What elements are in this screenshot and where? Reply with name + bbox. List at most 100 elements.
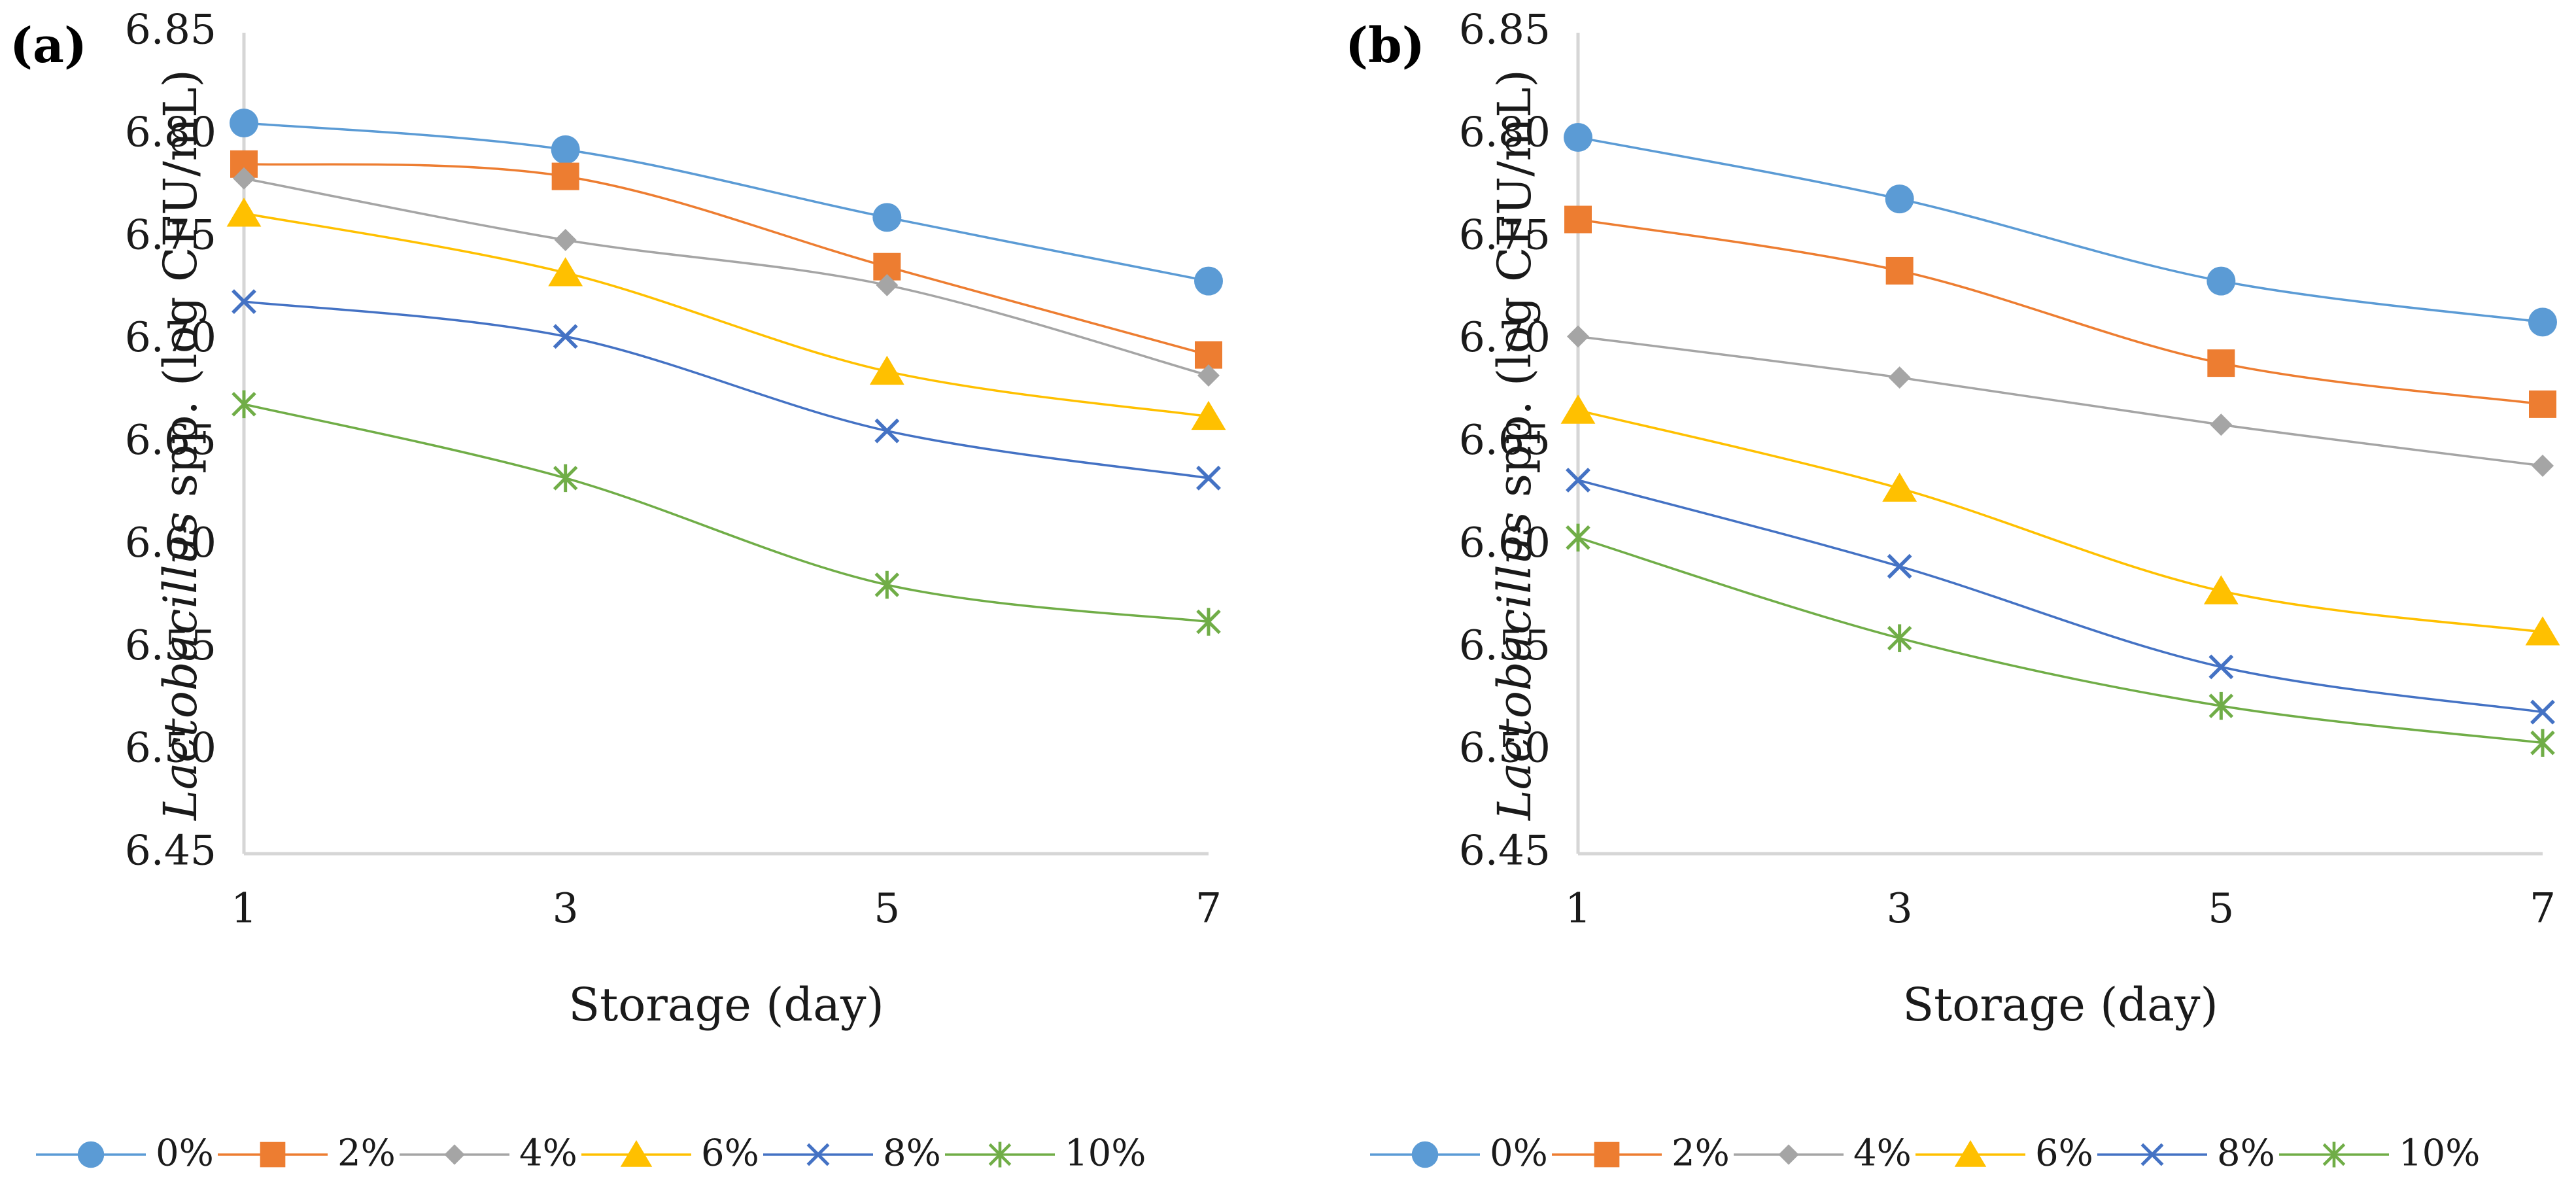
- series-8pct: [232, 289, 1221, 491]
- legend-label: 6%: [701, 1132, 759, 1175]
- chart-panel-1: 6.45 6.50 6.55 6.60 6.65 6.70 6.75 6.80 6.85 1 3 5 7…: [10, 6, 1226, 1175]
- data-point: [1882, 472, 1917, 502]
- series-line: [243, 300, 1209, 480]
- legend-marker: [2322, 1142, 2346, 1168]
- data-point: [1887, 553, 1912, 579]
- data-point: [2207, 349, 2235, 377]
- x-tick-label: 7: [2530, 884, 2556, 932]
- data-point: [233, 167, 255, 190]
- y-tick-label: 6.55: [1459, 621, 1551, 669]
- data-point: [1196, 608, 1221, 636]
- legend-marker: [77, 1141, 105, 1168]
- y-axis-title-unit: spp. (log CFU/mL): [1488, 69, 1541, 512]
- legend-item: 6%: [1915, 1132, 2093, 1175]
- x-tick-label: 3: [1887, 884, 1913, 932]
- data-point: [1566, 523, 1590, 552]
- data-point: [1191, 400, 1226, 430]
- x-tick-label: 5: [2208, 884, 2234, 932]
- legend-label: 8%: [2217, 1132, 2275, 1175]
- y-axis-title-unit: spp. (log CFU/mL): [154, 69, 207, 512]
- y-tick-label: 6.85: [125, 6, 216, 54]
- data-point: [1196, 465, 1221, 491]
- y-tick-label: 6.60: [125, 519, 216, 567]
- legend-item: 8%: [763, 1132, 941, 1175]
- series-4pct: [233, 167, 1220, 387]
- legend-marker: [1411, 1141, 1439, 1168]
- data-point: [553, 464, 578, 493]
- data-point: [232, 390, 256, 419]
- series-8pct: [1566, 468, 2555, 725]
- x-tick-label: 5: [874, 884, 900, 932]
- x-tick-label: 7: [1195, 884, 1222, 932]
- y-axis-title-genus: Lactobacillus: [154, 512, 207, 822]
- data-point: [1564, 123, 1592, 152]
- data-point: [2528, 307, 2557, 337]
- series-line: [1577, 218, 2543, 406]
- series-line: [243, 403, 1209, 623]
- legend-item: 2%: [218, 1132, 396, 1175]
- data-point: [1564, 205, 1592, 234]
- series-0pct: [230, 109, 1223, 296]
- data-point: [551, 162, 579, 190]
- series-line: [243, 212, 1209, 418]
- legend: 0% 2% 4% 6% 8% 10%: [1370, 1132, 2480, 1175]
- legend-label: 2%: [1672, 1132, 1730, 1175]
- legend-item: 4%: [1734, 1132, 1912, 1175]
- data-point: [1560, 394, 1596, 424]
- legend-item: 10%: [2279, 1132, 2480, 1175]
- data-point: [2530, 729, 2555, 757]
- y-tick-label: 6.75: [125, 211, 216, 258]
- data-point: [554, 228, 577, 251]
- y-tick-label: 6.75: [1459, 211, 1551, 258]
- legend-item: 2%: [1552, 1132, 1730, 1175]
- y-tick-label: 6.45: [1459, 827, 1551, 875]
- y-axis-title: Lactobacillus spp. (log CFU/mL): [1488, 69, 1541, 822]
- legend-label: 10%: [1065, 1132, 1146, 1175]
- data-point: [2203, 575, 2239, 604]
- panel-label: (b): [1345, 18, 1425, 74]
- legend-marker: [444, 1144, 465, 1165]
- legend-item: 8%: [2097, 1132, 2275, 1175]
- y-tick-label: 6.80: [1459, 108, 1551, 156]
- legend-marker: [260, 1142, 286, 1168]
- data-point: [2529, 390, 2556, 418]
- data-point: [874, 418, 900, 444]
- y-tick-label: 6.85: [1459, 6, 1551, 54]
- data-point: [1887, 624, 1912, 652]
- series-10pct: [232, 390, 1221, 636]
- data-point: [2208, 654, 2234, 680]
- series-line: [1577, 409, 2543, 633]
- data-point: [2207, 266, 2236, 296]
- legend-item: 0%: [36, 1132, 214, 1175]
- legend-marker: [1778, 1144, 1799, 1165]
- data-point: [2530, 699, 2555, 725]
- series-line: [243, 122, 1209, 283]
- legend-label: 10%: [2399, 1132, 2480, 1175]
- data-point: [553, 324, 578, 349]
- data-point: [551, 135, 580, 164]
- y-tick-label: 6.80: [125, 108, 216, 156]
- y-tick-label: 6.50: [1459, 724, 1551, 772]
- data-point: [548, 257, 583, 287]
- data-point: [226, 198, 262, 227]
- y-tick-label: 6.65: [125, 416, 216, 464]
- panel-label: (a): [10, 18, 87, 74]
- series-4pct: [1567, 325, 2554, 478]
- data-point: [1888, 366, 1911, 389]
- legend-label: 0%: [156, 1132, 214, 1175]
- data-point: [1885, 184, 1914, 214]
- y-tick-label: 6.70: [1459, 313, 1551, 361]
- data-point: [1566, 468, 1590, 493]
- data-point: [1885, 256, 1914, 285]
- legend-label: 2%: [337, 1132, 396, 1175]
- data-point: [1194, 266, 1223, 296]
- series-6pct: [1560, 394, 2560, 646]
- x-tick-label: 1: [231, 884, 257, 932]
- chart-panel-2: 6.45 6.50 6.55 6.60 6.65 6.70 6.75 6.80 6.85 1 3 5 7…: [1345, 6, 2560, 1175]
- legend-label: 8%: [883, 1132, 941, 1175]
- series-2pct: [230, 150, 1222, 369]
- legend-item: 4%: [400, 1132, 577, 1175]
- data-point: [1567, 325, 1589, 348]
- legend-marker: [1594, 1142, 1620, 1168]
- legend-label: 0%: [1490, 1132, 1548, 1175]
